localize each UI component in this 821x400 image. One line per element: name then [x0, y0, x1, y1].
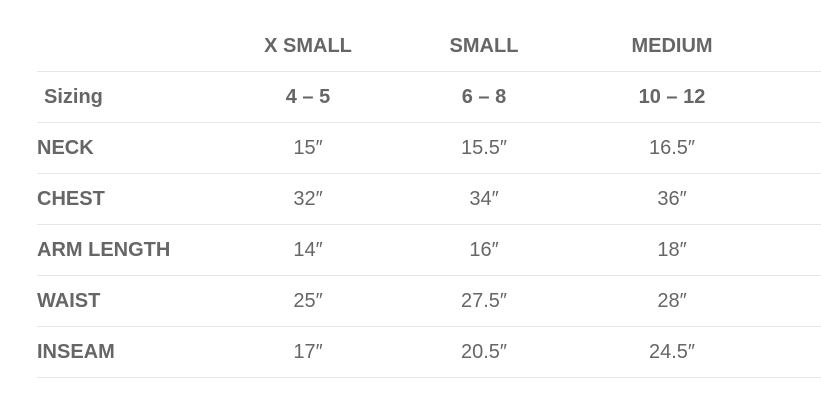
cell: 16″: [396, 224, 572, 276]
cell: 27.5″: [396, 275, 572, 327]
spacer: [772, 224, 821, 276]
row-label: ARM LENGTH: [37, 224, 220, 276]
table-row-inseam: INSEAM 17″ 20.5″ 24.5″: [37, 326, 821, 378]
cell: 17″: [220, 326, 396, 378]
cell: 25″: [220, 275, 396, 327]
spacer: [772, 71, 821, 123]
cell: 16.5″: [572, 122, 772, 174]
cell: 20.5″: [396, 326, 572, 378]
cell: 6 – 8: [396, 71, 572, 123]
cell: 34″: [396, 173, 572, 225]
cell: 15″: [220, 122, 396, 174]
cell: 24.5″: [572, 326, 772, 378]
header-medium: MEDIUM: [631, 34, 713, 57]
size-chart-table: X SMALL SMALL MEDIUM Sizing 4 – 5 6 – 8 …: [37, 21, 821, 378]
table-row-waist: WAIST 25″ 27.5″ 28″: [37, 275, 821, 327]
table-row-neck: NECK 15″ 15.5″ 16.5″: [37, 122, 821, 174]
header-spacer: [772, 21, 821, 72]
table-row-chest: CHEST 32″ 34″ 36″: [37, 173, 821, 225]
table-row-arm-length: ARM LENGTH 14″ 16″ 18″: [37, 224, 821, 276]
row-label: NECK: [37, 122, 220, 174]
cell: 14″: [220, 224, 396, 276]
row-label: Sizing: [37, 71, 220, 123]
cell: 32″: [220, 173, 396, 225]
header-row: X SMALL SMALL MEDIUM: [37, 21, 821, 72]
spacer: [772, 122, 821, 174]
header-x-small: X SMALL: [264, 34, 352, 57]
row-label: WAIST: [37, 275, 220, 327]
header-small: SMALL: [449, 34, 519, 57]
spacer: [772, 173, 821, 225]
cell: 18″: [572, 224, 772, 276]
cell: 10 – 12: [572, 71, 772, 123]
row-label: CHEST: [37, 173, 220, 225]
header-blank: [37, 21, 220, 72]
cell: 36″: [572, 173, 772, 225]
spacer: [772, 326, 821, 378]
row-label: INSEAM: [37, 326, 220, 378]
cell: 4 – 5: [220, 71, 396, 123]
cell: 15.5″: [396, 122, 572, 174]
spacer: [772, 275, 821, 327]
table-row-sizing: Sizing 4 – 5 6 – 8 10 – 12: [37, 71, 821, 123]
cell: 28″: [572, 275, 772, 327]
